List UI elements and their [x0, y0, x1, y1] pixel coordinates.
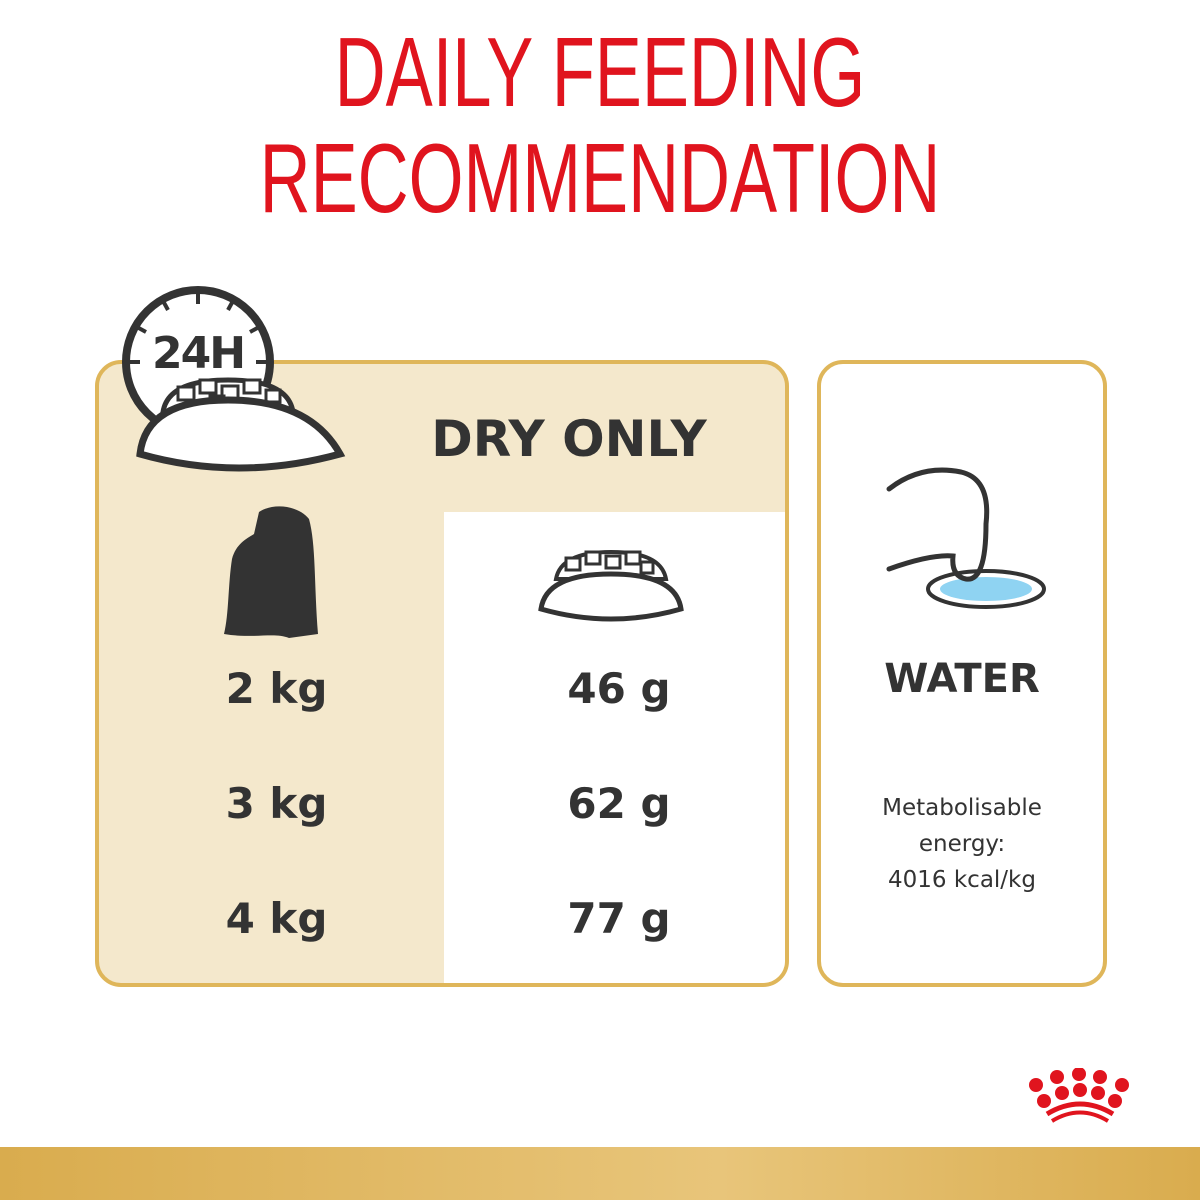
weight-4kg: 4 kg — [225, 894, 328, 943]
title-line-1: DAILY FEEDING — [334, 17, 866, 127]
weight-3kg: 3 kg — [225, 779, 328, 828]
water-card: WATER Metabolisable energy: 4016 kcal/kg — [817, 360, 1107, 987]
dog-silhouette-icon — [224, 506, 318, 638]
feeding-card: DRY ONLY 2 kg 46 g 3 kg 62 g 4 kg 77 g — [95, 360, 789, 987]
mode-label: DRY ONLY — [431, 410, 707, 468]
crown-logo — [1029, 1068, 1129, 1123]
clock-label: 24H — [151, 328, 246, 379]
energy-line-1: Metabolisable — [882, 795, 1042, 821]
energy-line-3: 4016 kcal/kg — [888, 867, 1036, 893]
gold-footer-band — [0, 1147, 1200, 1200]
weight-2kg: 2 kg — [225, 664, 328, 713]
amount-62g: 62 g — [567, 779, 671, 828]
amount-46g: 46 g — [567, 664, 671, 713]
food-bowl-icon — [538, 549, 684, 622]
title-line-2: RECOMMENDATION — [259, 123, 941, 233]
energy-line-2: energy: — [918, 831, 1006, 857]
24h-bowl-icon: 24H — [118, 282, 348, 482]
amount-77g: 77 g — [567, 894, 671, 943]
water-label: WATER — [884, 656, 1040, 702]
water-bowl-icon — [886, 467, 1046, 609]
